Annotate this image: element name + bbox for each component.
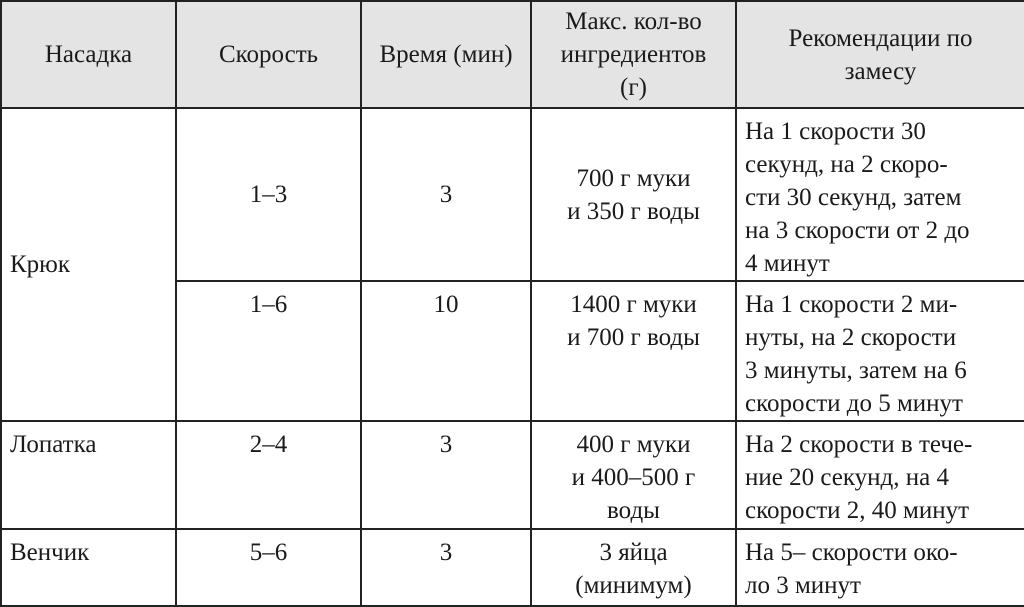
- cell-time: 3: [360, 107, 532, 282]
- cell-time: 3: [360, 528, 532, 607]
- cell-max: 3 яйца (минимум): [530, 528, 737, 607]
- cell-rec: На 5– скорости око- ло 3 минут: [735, 528, 1024, 607]
- cell-rec: На 2 скорости в тече- ние 20 секунд, на …: [735, 420, 1024, 530]
- cell-speed: 5–6: [175, 528, 362, 607]
- cell-attachment: Крюк: [0, 107, 177, 422]
- cell-max: 700 г муки и 350 г воды: [530, 107, 737, 282]
- header-speed: Скорость: [175, 0, 362, 109]
- cell-rec: На 1 скорости 30 секунд, на 2 скоро- сти…: [735, 107, 1024, 282]
- cell-speed: 2–4: [175, 420, 362, 530]
- cell-speed: 1–6: [175, 280, 362, 422]
- table-row: Крюк 1–3 3 700 г муки и 350 г воды На 1 …: [0, 107, 1024, 422]
- header-time: Время (мин): [360, 0, 532, 109]
- cell-speed: 1–3: [175, 107, 362, 282]
- cell-attachment: Лопатка: [0, 420, 177, 530]
- cell-max: 1400 г муки и 700 г воды: [530, 280, 737, 422]
- table-row: 1–6 10 1400 г муки и 700 г воды На 1 ско…: [1, 280, 1024, 422]
- cell-time: 3: [360, 420, 532, 530]
- header-row: Насадка Скорость Время (мин) Макс. кол-в…: [0, 0, 1024, 109]
- cell-attachment: Венчик: [0, 528, 177, 607]
- header-recommendations: Рекомендации по замесу: [735, 0, 1024, 109]
- header-max-ingredients: Макс. кол-во ингредиентов (г): [530, 0, 737, 109]
- table-row: Лопатка 2–4 3 400 г муки и 400–500 г вод…: [0, 420, 1024, 530]
- cell-max: 400 г муки и 400–500 г воды: [530, 420, 737, 530]
- header-attachment: Насадка: [0, 0, 177, 109]
- cell-rec: На 1 скорости 2 ми- нуты, на 2 скорости …: [735, 280, 1024, 422]
- table-row: Венчик 5–6 3 3 яйца (минимум) На 5– скор…: [0, 528, 1024, 607]
- cell-time: 10: [360, 280, 532, 422]
